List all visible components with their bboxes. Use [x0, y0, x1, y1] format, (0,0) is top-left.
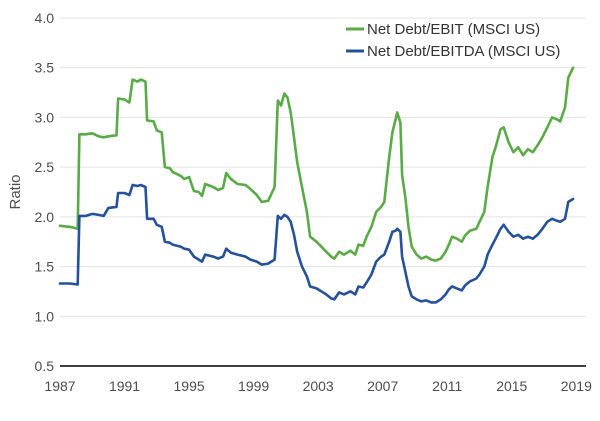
y-tick-label: 2.0 [35, 209, 55, 225]
x-tick-label: 2003 [303, 378, 334, 394]
legend-label: Net Debt/EBITDA (MSCI US) [367, 43, 560, 60]
y-tick-label: 2.5 [35, 159, 55, 175]
y-tick-label: 0.5 [35, 358, 55, 374]
series-lines [58, 66, 575, 304]
series-line-1 [58, 66, 575, 262]
legend-label: Net Debt/EBIT (MSCI US) [367, 21, 540, 38]
y-tick-label: 4.0 [35, 10, 55, 26]
x-tick-label: 2007 [367, 378, 398, 394]
x-tick-label: 2011 [432, 378, 462, 394]
y-tick-label: 1.0 [35, 308, 55, 324]
x-tick-label: 2015 [496, 378, 527, 394]
y-tick-label: 3.0 [35, 109, 55, 125]
x-tick-label: 1995 [174, 378, 205, 394]
y-tick-label: 3.5 [35, 60, 55, 76]
legend: Net Debt/EBIT (MSCI US) Net Debt/EBITDA (… [346, 21, 560, 60]
x-tick-label: 1991 [109, 378, 140, 394]
x-tick-label: 2019 [561, 378, 592, 394]
x-tick-label: 1987 [44, 378, 75, 394]
x-axis-ticks: 1987 1991 1995 1999 2003 2007 2011 2015 2019 [44, 378, 592, 394]
y-axis-title: Ratio [7, 174, 24, 209]
y-axis-ticks: 0.5 1.0 1.5 2.0 2.5 3.0 3.5 4.0 [35, 10, 55, 374]
gridlines [60, 17, 586, 317]
x-tick-label: 1999 [238, 378, 269, 394]
y-tick-label: 1.5 [35, 259, 55, 275]
series-line-2 [58, 183, 575, 304]
